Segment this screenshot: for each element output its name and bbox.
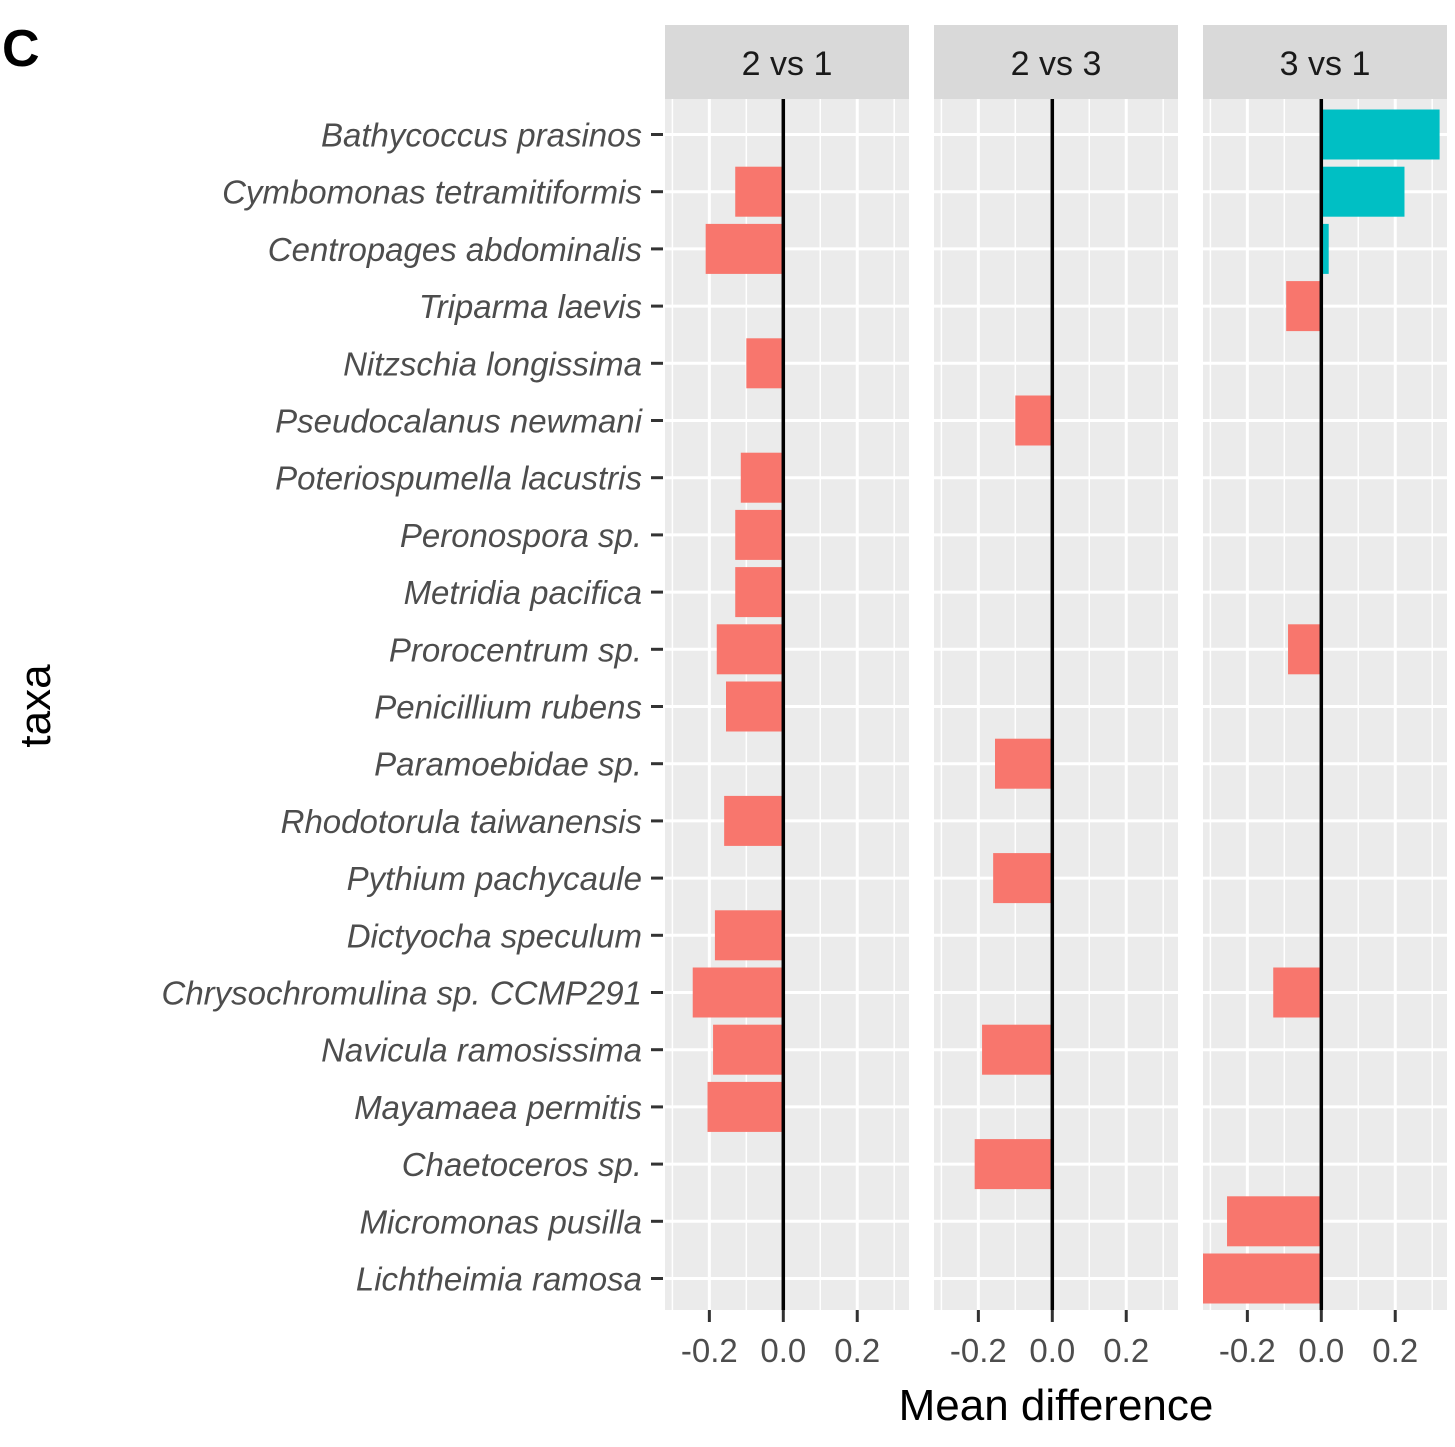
facet-strip bbox=[934, 25, 1178, 99]
bar-2-vs-1-peronospora-sp bbox=[735, 509, 784, 560]
bar-2-vs-1-mayamaea-permitis bbox=[707, 1081, 784, 1132]
bar-3-vs-1-cymbomonas-tetramitiformis bbox=[1321, 166, 1405, 217]
bar-3-vs-1-chrysochromulina-sp-ccmp291 bbox=[1273, 967, 1322, 1018]
facet-strip bbox=[665, 25, 909, 99]
y-tick-label-rhodotorula-taiwanensis: Rhodotorula taiwanensis bbox=[281, 803, 642, 840]
x-tick-label: 0.0 bbox=[760, 1332, 806, 1369]
bar-2-vs-1-metridia-pacifica bbox=[735, 567, 784, 618]
facet-strip bbox=[1203, 25, 1447, 99]
y-tick-label-centropages-abdominalis: Centropages abdominalis bbox=[268, 231, 642, 268]
x-tick-label: 0.2 bbox=[1372, 1332, 1418, 1369]
panel-background bbox=[934, 99, 1178, 1310]
bar-2-vs-1-chrysochromulina-sp-ccmp291 bbox=[692, 967, 784, 1018]
y-tick-label-cymbomonas-tetramitiformis: Cymbomonas tetramitiformis bbox=[222, 174, 642, 211]
facet-strip-label: 3 vs 1 bbox=[1280, 45, 1371, 83]
x-tick-label: -0.2 bbox=[1219, 1332, 1276, 1369]
facets: 2 vs 1 -0.2 0.0 0.2 2 vs 3 -0.2 0.0 0.2 3 vs 1 -0… bbox=[665, 25, 1447, 1369]
y-tick-label-mayamaea-permitis: Mayamaea permitis bbox=[354, 1089, 642, 1126]
y-tick-label-chrysochromulina-sp-ccmp291: Chrysochromulina sp. CCMP291 bbox=[161, 975, 642, 1012]
bar-2-vs-1-centropages-abdominalis bbox=[705, 223, 784, 274]
y-tick-label-poteriospumella-lacustris: Poteriospumella lacustris bbox=[275, 460, 642, 497]
bar-2-vs-3-navicula-ramosissima bbox=[982, 1024, 1053, 1075]
bar-2-vs-1-nitzschia-longissima bbox=[746, 338, 784, 389]
bar-3-vs-1-bathycoccus-prasinos bbox=[1321, 109, 1440, 160]
x-tick-label: 0.2 bbox=[834, 1332, 880, 1369]
y-tick-label-metridia-pacifica: Metridia pacifica bbox=[404, 574, 642, 611]
panel-background bbox=[1203, 99, 1447, 1310]
y-tick-label-pseudocalanus-newmani: Pseudocalanus newmani bbox=[275, 403, 644, 440]
bar-2-vs-3-pseudocalanus-newmani bbox=[1015, 395, 1053, 446]
y-axis-labels: Bathycoccus prasinos Cymbomonas tetramiti… bbox=[161, 117, 663, 1298]
facet-strip-label: 2 vs 1 bbox=[742, 45, 833, 83]
facet-3-vs-1: 3 vs 1 -0.2 0.0 0.2 bbox=[1203, 25, 1447, 1369]
bar-2-vs-3-paramoebidae-sp bbox=[995, 738, 1053, 789]
bar-2-vs-3-pythium-pachycaule bbox=[993, 853, 1053, 904]
y-tick-label-prorocentrum-sp: Prorocentrum sp. bbox=[389, 631, 642, 668]
bar-3-vs-1-centropages-abdominalis bbox=[1321, 223, 1329, 274]
y-tick-label-paramoebidae-sp: Paramoebidae sp. bbox=[374, 746, 642, 783]
y-axis-title: taxa bbox=[11, 664, 60, 748]
y-tick-label-lichtheimia-ramosa: Lichtheimia ramosa bbox=[356, 1261, 642, 1298]
panel-background bbox=[665, 99, 909, 1310]
facet-2-vs-3: 2 vs 3 -0.2 0.0 0.2 bbox=[934, 25, 1178, 1369]
facet-2-vs-1: 2 vs 1 -0.2 0.0 0.2 bbox=[665, 25, 909, 1369]
y-tick-label-peronospora-sp: Peronospora sp. bbox=[400, 517, 642, 554]
bar-2-vs-1-navicula-ramosissima bbox=[713, 1024, 784, 1075]
y-tick-label-penicillium-rubens: Penicillium rubens bbox=[374, 689, 642, 726]
bar-2-vs-1-prorocentrum-sp bbox=[716, 624, 784, 675]
y-tick-label-bathycoccus-prasinos: Bathycoccus prasinos bbox=[321, 117, 642, 154]
x-tick-label: -0.2 bbox=[950, 1332, 1007, 1369]
bar-2-vs-1-penicillium-rubens bbox=[726, 681, 784, 732]
x-tick-label: 0.0 bbox=[1029, 1332, 1075, 1369]
bar-2-vs-1-dictyocha-speculum bbox=[714, 910, 784, 961]
y-tick-label-dictyocha-speculum: Dictyocha speculum bbox=[347, 917, 642, 954]
y-tick-label-navicula-ramosissima: Navicula ramosissima bbox=[321, 1032, 642, 1069]
y-tick-label-micromonas-pusilla: Micromonas pusilla bbox=[360, 1203, 642, 1240]
bar-3-vs-1-prorocentrum-sp bbox=[1288, 624, 1322, 675]
bar-3-vs-1-micromonas-pusilla bbox=[1227, 1196, 1322, 1247]
bar-3-vs-1-triparma-laevis bbox=[1286, 281, 1322, 332]
bar-2-vs-1-cymbomonas-tetramitiformis bbox=[735, 166, 784, 217]
y-tick-label-chaetoceros-sp: Chaetoceros sp. bbox=[402, 1146, 642, 1183]
panel-letter: C bbox=[2, 20, 40, 78]
x-tick-label: 0.0 bbox=[1298, 1332, 1344, 1369]
facet-strip-label: 2 vs 3 bbox=[1011, 45, 1102, 83]
x-tick-label: -0.2 bbox=[681, 1332, 738, 1369]
x-axis-title: Mean difference bbox=[899, 1381, 1214, 1430]
bar-2-vs-3-chaetoceros-sp bbox=[974, 1139, 1053, 1190]
bar-3-vs-1-lichtheimia-ramosa bbox=[1203, 1253, 1322, 1304]
bar-2-vs-1-poteriospumella-lacustris bbox=[740, 452, 784, 503]
y-tick-label-pythium-pachycaule: Pythium pachycaule bbox=[347, 860, 642, 897]
x-tick-label: 0.2 bbox=[1103, 1332, 1149, 1369]
bar-2-vs-1-rhodotorula-taiwanensis bbox=[724, 795, 784, 846]
y-tick-label-triparma-laevis: Triparma laevis bbox=[419, 288, 642, 325]
y-tick-label-nitzschia-longissima: Nitzschia longissima bbox=[343, 345, 642, 382]
